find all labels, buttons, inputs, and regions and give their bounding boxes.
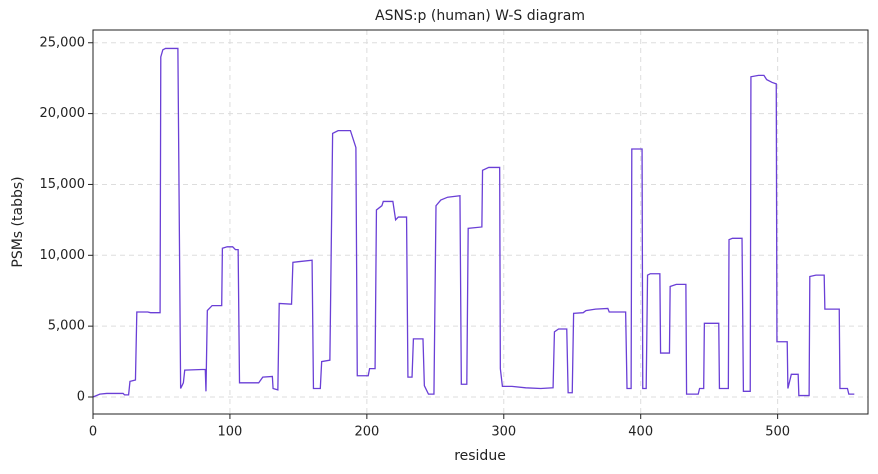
x-axis-label: residue: [454, 448, 506, 464]
x-tick-label: 500: [765, 425, 790, 440]
y-axis-label: PSMs (tabbs): [10, 176, 26, 267]
y-tick-label: 25,000: [40, 35, 86, 50]
plot-frame: [92, 29, 869, 415]
x-tick-label: 300: [491, 425, 516, 440]
data-line: [92, 47, 855, 398]
y-tick-label: 0: [77, 389, 85, 404]
chart-title: ASNS:p (human) W-S diagram: [375, 8, 585, 24]
x-tick-label: 0: [89, 425, 97, 440]
y-tick-label: 20,000: [40, 106, 86, 121]
x-tick-label: 200: [354, 425, 379, 440]
y-tick-label: 10,000: [40, 248, 86, 263]
y-tick-label: 15,000: [40, 177, 86, 192]
y-tick-label: 5,000: [48, 319, 85, 334]
x-tick-label: 400: [628, 425, 653, 440]
x-tick-label: 100: [218, 425, 243, 440]
